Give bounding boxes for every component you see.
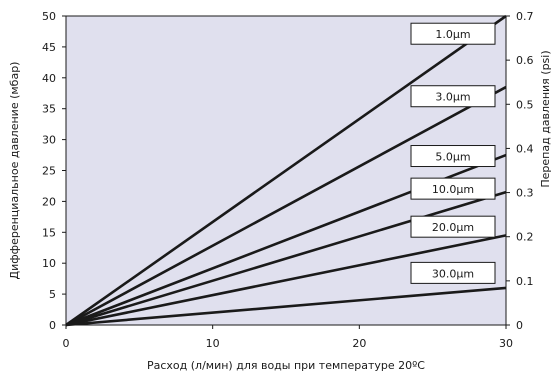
series-line-0 — [65, 14, 507, 327]
series-label-0: 1.0µm — [435, 28, 470, 41]
series-line-1 — [65, 85, 507, 327]
series-label-box-2 — [410, 145, 496, 168]
y2-tick-label-7: 0.7 — [516, 10, 534, 23]
series-labels: 1.0µm 3.0µm 5.0µm 10.0µm 20.0µm 30.0µm — [410, 22, 496, 284]
ticks: 0 10 20 300510152025303540455000.10.20.30.4… — [42, 10, 534, 350]
y2-tick-label-2: 0.2 — [516, 231, 534, 244]
x-tick-label-0: 0 — [63, 337, 70, 350]
y-tick-label-9: 45 — [42, 41, 56, 54]
y2-tick-label-3: 0.3 — [516, 187, 534, 200]
y2-tick-label-1: 0.1 — [516, 275, 534, 288]
series-line-4 — [65, 234, 507, 327]
x-axis-title: Расход (л/мин) для воды при температуре … — [147, 359, 425, 372]
y2-tick-label-5: 0.5 — [516, 98, 534, 111]
y-axis-title: Дифференциальное давление (мбар) — [8, 62, 21, 280]
y-tick-label-0: 0 — [49, 319, 56, 332]
x-tick-label-2: 20 — [352, 337, 366, 350]
y-tick-label-4: 20 — [42, 195, 56, 208]
series-label-box-4 — [410, 215, 496, 238]
y2-tick-label-4: 0.4 — [516, 142, 534, 155]
y-tick-label-3: 15 — [42, 226, 56, 239]
series-label-box-0 — [410, 22, 496, 45]
y2-tick-label-0: 0 — [516, 319, 523, 332]
y-tick-label-2: 10 — [42, 257, 56, 270]
series-label-box-5 — [410, 261, 496, 284]
y-tick-label-10: 50 — [42, 10, 56, 23]
series-label-3: 10.0µm — [432, 183, 474, 196]
series-label-box-1 — [410, 85, 496, 108]
x-tick-label-1: 10 — [206, 337, 220, 350]
series-lines — [65, 14, 507, 327]
series-label-4: 20.0µm — [432, 221, 474, 234]
y-tick-label-5: 25 — [42, 165, 56, 178]
x-tick-label-3: 30 — [499, 337, 513, 350]
series-line-3 — [65, 190, 507, 327]
series-label-2: 5.0µm — [435, 151, 470, 164]
y-tick-label-6: 30 — [42, 134, 56, 147]
y2-axis-title: Перепад давления (psi) — [539, 50, 552, 187]
series-line-5 — [65, 286, 507, 327]
y2-tick-label-6: 0.6 — [516, 54, 534, 67]
series-label-box-3 — [410, 177, 496, 200]
y-tick-label-8: 40 — [42, 72, 56, 85]
series-label-1: 3.0µm — [435, 91, 470, 104]
series-label-5: 30.0µm — [432, 267, 474, 280]
y-tick-label-1: 5 — [49, 288, 56, 301]
y-tick-label-7: 35 — [42, 103, 56, 116]
